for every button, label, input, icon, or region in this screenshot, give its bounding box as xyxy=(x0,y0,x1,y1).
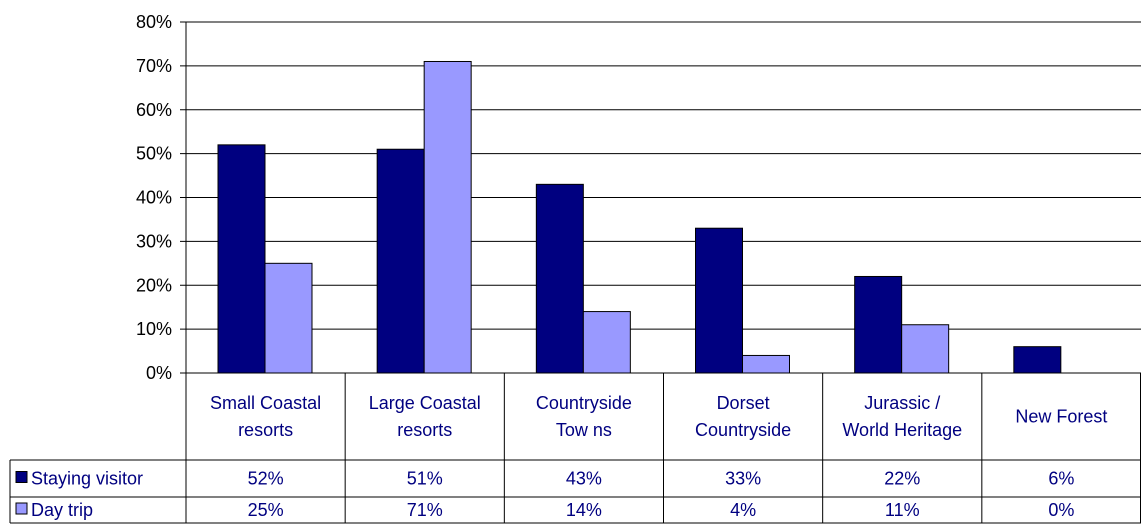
y-tick-label: 80% xyxy=(136,12,172,32)
category-label: Tow ns xyxy=(556,420,612,440)
table-cell: 43% xyxy=(566,469,602,489)
bar-staying-visitor xyxy=(1013,346,1062,374)
y-tick-label: 60% xyxy=(136,100,172,120)
bars xyxy=(217,60,1062,374)
category-label: resorts xyxy=(397,420,452,440)
bar-staying-visitor xyxy=(854,275,903,374)
legend-label: Staying visitor xyxy=(31,469,143,489)
legend-key-day-trip xyxy=(15,502,28,515)
category-label: Countryside xyxy=(695,420,791,440)
y-tick-label: 40% xyxy=(136,188,172,208)
y-tick-label: 70% xyxy=(136,56,172,76)
y-tick-label: 10% xyxy=(136,319,172,339)
y-tick-label: 30% xyxy=(136,231,172,251)
bar-day-trip xyxy=(582,311,631,374)
table-cell: 4% xyxy=(730,500,756,520)
bar-day-trip xyxy=(423,60,472,374)
bar-staying-visitor xyxy=(376,148,425,374)
y-tick-labels: 0% 10% 20% 30% 40% 50% 60% 70% 80% xyxy=(136,12,172,383)
gridlines xyxy=(186,21,1141,330)
legend-key-staying-visitor xyxy=(15,471,28,483)
table-cell: 22% xyxy=(884,469,920,489)
category-label: Large Coastal xyxy=(369,393,481,413)
legend-label: Day trip xyxy=(31,500,93,520)
category-label: Jurassic / xyxy=(864,393,940,413)
category-label: resorts xyxy=(238,420,293,440)
table-cell: 71% xyxy=(407,500,443,520)
y-tick-label: 0% xyxy=(146,363,172,383)
table-cell: 52% xyxy=(248,469,284,489)
bar-staying-visitor xyxy=(695,227,743,374)
bar-day-trip xyxy=(742,354,790,374)
data-table: Small Coastal resorts Large Coastal resorts… xyxy=(9,372,1141,524)
category-label: New Forest xyxy=(1015,407,1107,427)
category-label: Dorset xyxy=(717,393,770,413)
table-cell: 14% xyxy=(566,500,602,520)
table-cell: 6% xyxy=(1048,469,1074,489)
category-label: Small Coastal xyxy=(210,393,321,413)
table-cell: 33% xyxy=(725,469,761,489)
category-label: Countryside xyxy=(536,393,632,413)
bar-day-trip xyxy=(901,324,950,374)
y-tick-label: 50% xyxy=(136,144,172,164)
table-cell: 11% xyxy=(885,500,920,520)
bar-staying-visitor xyxy=(217,144,266,374)
category-label: World Heritage xyxy=(842,420,962,440)
y-tick-label: 20% xyxy=(136,275,172,295)
table-cell: 51% xyxy=(407,469,443,489)
axes xyxy=(180,21,187,374)
table-cell: 0% xyxy=(1048,500,1074,520)
bar-day-trip xyxy=(264,262,313,374)
table-cell: 25% xyxy=(248,500,284,520)
bar-staying-visitor xyxy=(535,183,584,374)
